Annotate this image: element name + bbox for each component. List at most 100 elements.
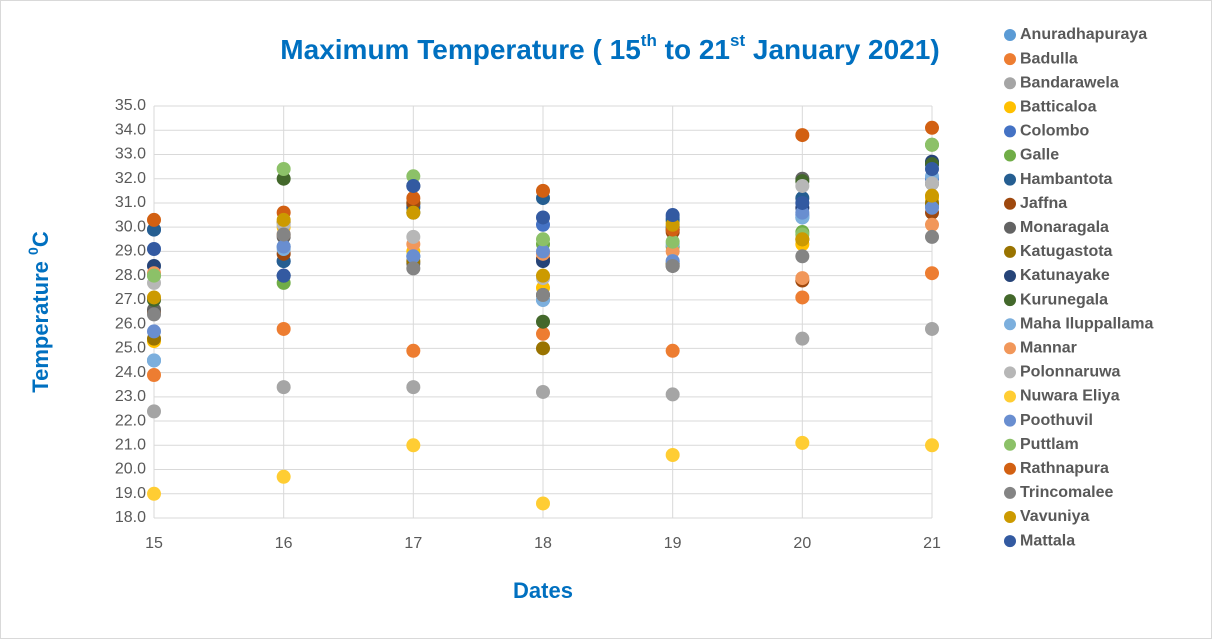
point	[536, 288, 550, 303]
title-sup: th	[641, 31, 657, 50]
y-tick-label: 28.0	[115, 267, 146, 284]
point	[795, 205, 810, 220]
point	[406, 438, 421, 453]
legend-marker	[1004, 342, 1016, 355]
point	[147, 353, 161, 368]
point	[795, 232, 810, 247]
legend-marker	[1004, 535, 1016, 548]
y-tick-label: 30.0	[115, 218, 146, 235]
y-tick-label: 34.0	[115, 121, 146, 138]
point	[276, 469, 291, 484]
point	[665, 244, 680, 259]
y-label-sup: 0	[25, 247, 41, 255]
x-tick-label: 19	[664, 535, 682, 552]
point	[276, 212, 291, 227]
title-sup: st	[730, 31, 745, 50]
point	[147, 222, 161, 237]
legend-label: Katunayake	[1020, 267, 1110, 284]
legend-marker	[1004, 101, 1016, 114]
y-tick-label: 23.0	[115, 388, 146, 405]
legend-marker	[1004, 414, 1016, 427]
legend-marker	[1004, 149, 1016, 162]
legend-marker	[1004, 438, 1016, 451]
point	[406, 169, 421, 184]
title-part: January 2021)	[745, 34, 940, 65]
legend-label: Kurunegala	[1020, 291, 1108, 308]
point	[536, 314, 550, 329]
point	[147, 290, 161, 305]
y-tick-label: 27.0	[115, 291, 146, 308]
point	[536, 326, 550, 341]
point	[795, 128, 810, 143]
x-tick-label: 21	[923, 535, 941, 552]
point	[795, 331, 810, 346]
title-part: Maximum Temperature ( 15	[280, 34, 641, 65]
point	[665, 208, 680, 223]
y-axis-label: Temperature 0C	[25, 231, 53, 393]
point	[276, 227, 291, 242]
legend-label: Monaragala	[1020, 219, 1109, 236]
legend-marker	[1004, 221, 1016, 234]
point	[276, 268, 291, 283]
legend-label: Polonnaruwa	[1020, 364, 1121, 381]
point	[147, 307, 161, 322]
point	[536, 232, 550, 247]
legend-label: Colombo	[1020, 123, 1090, 140]
point	[406, 249, 421, 264]
point	[406, 178, 421, 193]
point	[925, 176, 939, 191]
point	[795, 290, 810, 305]
y-tick-label: 22.0	[115, 412, 146, 429]
y-tick-label: 33.0	[115, 146, 146, 163]
point	[536, 183, 550, 198]
point	[795, 271, 810, 286]
legend-label: Nuwara Eliya	[1020, 388, 1120, 405]
point	[536, 210, 550, 225]
y-tick-label: 19.0	[115, 485, 146, 502]
legend-label: Batticaloa	[1020, 99, 1097, 116]
legend-label: Anuradhapuraya	[1020, 26, 1147, 43]
y-tick-label: 25.0	[115, 340, 146, 357]
point	[925, 438, 939, 453]
point	[406, 343, 421, 358]
point	[925, 188, 939, 203]
legend-marker	[1004, 270, 1016, 282]
y-tick-label: 26.0	[115, 315, 146, 332]
point	[276, 239, 291, 254]
legend-marker	[1004, 77, 1016, 90]
point	[925, 217, 939, 232]
point	[665, 217, 680, 232]
legend-label: Trincomalee	[1020, 484, 1113, 501]
point	[925, 229, 939, 244]
point	[147, 324, 161, 339]
legend-marker	[1004, 318, 1016, 331]
y-label-part: Temperature	[28, 255, 53, 393]
legend-label: Bandarawela	[1020, 74, 1119, 91]
point	[147, 486, 161, 501]
legend-marker	[1004, 53, 1016, 66]
x-tick-label: 18	[534, 535, 552, 552]
x-tick-label: 20	[793, 535, 811, 552]
legend-label: Poothuvil	[1020, 412, 1093, 429]
x-tick-label: 17	[404, 535, 422, 552]
point	[536, 244, 550, 259]
y-tick-label: 20.0	[115, 461, 146, 478]
point	[795, 249, 810, 264]
point	[536, 496, 550, 511]
y-tick-label: 32.0	[115, 170, 146, 187]
point	[795, 195, 810, 210]
point	[406, 191, 421, 206]
legend-marker	[1004, 366, 1016, 379]
title-part: to 21	[657, 34, 730, 65]
chart-title: Maximum Temperature ( 15th to 21st Janua…	[280, 31, 939, 65]
point	[536, 268, 550, 283]
point	[147, 404, 161, 419]
point	[276, 162, 291, 177]
legend-marker	[1004, 125, 1016, 138]
legend-marker	[1004, 197, 1016, 210]
point	[406, 261, 421, 276]
y-tick-label: 24.0	[115, 364, 146, 381]
y-tick-label: 18.0	[115, 509, 146, 526]
point	[147, 368, 161, 383]
point	[925, 321, 939, 336]
